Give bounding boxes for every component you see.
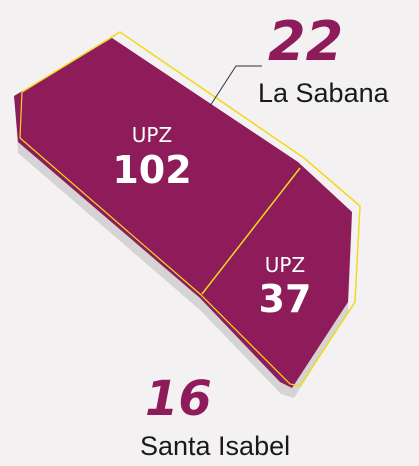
region-label: UPZ	[132, 123, 172, 147]
callout-number: 22	[268, 10, 343, 73]
region-label: UPZ	[265, 253, 305, 277]
callout-number: 16	[145, 371, 212, 427]
boundary-outline	[19, 91, 301, 387]
boundary-outline	[21, 31, 361, 387]
callout-name: Santa Isabel	[140, 431, 290, 461]
leader-line	[209, 65, 262, 107]
region-shape	[14, 38, 352, 388]
region-number: 37	[259, 277, 312, 321]
region-number: 102	[112, 148, 191, 192]
region-divider	[201, 167, 301, 295]
callout-name: La Sabana	[258, 78, 390, 108]
